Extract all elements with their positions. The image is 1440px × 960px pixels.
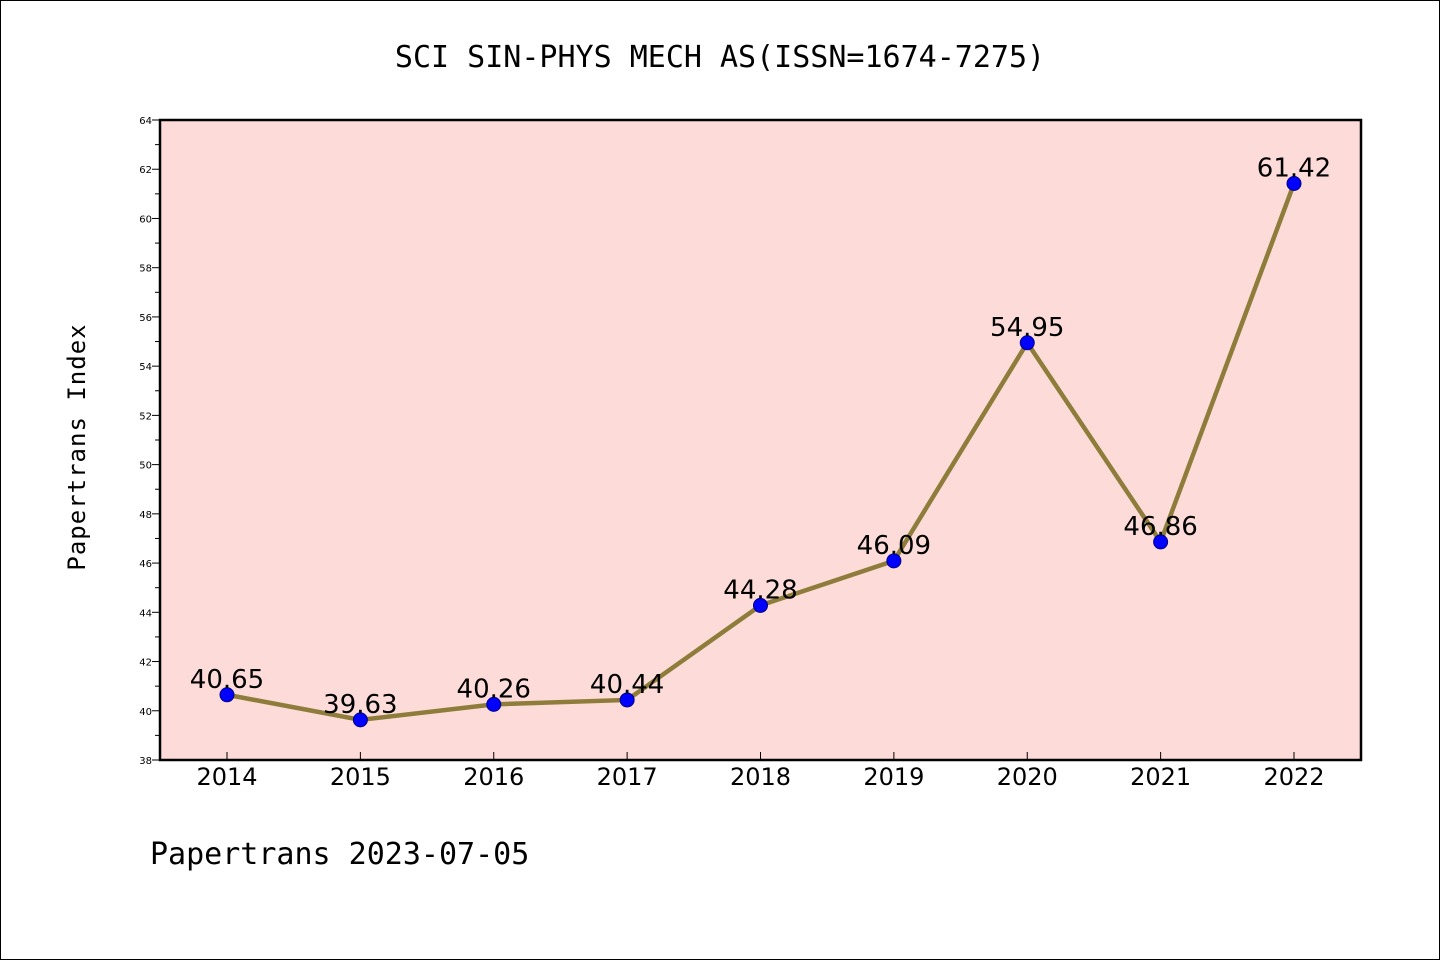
data-point — [619, 692, 635, 708]
y-tick-label: 42 — [139, 658, 152, 669]
data-label: 44.28 — [723, 575, 797, 605]
y-tick-label: 40 — [139, 707, 152, 718]
data-point — [1286, 176, 1302, 192]
x-tick-label: 2017 — [597, 763, 658, 791]
data-label: 46.86 — [1123, 512, 1197, 542]
y-tick-label: 50 — [139, 461, 152, 472]
x-tick-label: 2014 — [196, 763, 257, 791]
data-point — [753, 597, 768, 613]
data-label: 46.09 — [857, 531, 931, 561]
y-tick-label: 48 — [139, 510, 152, 521]
y-tick-label: 52 — [139, 411, 152, 422]
data-point — [1153, 534, 1169, 550]
x-tick-label: 2022 — [1263, 763, 1324, 791]
x-tick-label: 2020 — [997, 763, 1058, 791]
x-tick-label: 2015 — [330, 763, 391, 791]
x-tick-label: 2019 — [863, 763, 924, 791]
chart-title: SCI SIN-PHYS MECH AS(ISSN=1674-7275) — [395, 40, 1045, 75]
footer-text: Papertrans 2023-07-05 — [150, 837, 529, 872]
y-axis-label: Papertrans Index — [63, 323, 91, 570]
y-tick-label: 60 — [139, 214, 152, 225]
plot-area — [158, 118, 1363, 762]
data-point — [1019, 335, 1035, 351]
data-label: 40.26 — [457, 674, 531, 704]
y-tick-label: 54 — [139, 362, 152, 373]
y-tick-label: 38 — [139, 756, 152, 767]
data-label: 54.95 — [990, 313, 1064, 343]
data-point — [352, 712, 368, 728]
y-tick-label: 56 — [139, 313, 152, 324]
y-tick-label: 64 — [139, 116, 152, 127]
x-tick-label: 2016 — [463, 763, 524, 791]
data-point — [219, 687, 235, 703]
y-tick-label: 58 — [139, 264, 152, 275]
y-tick-label: 46 — [139, 559, 152, 570]
data-label: 40.44 — [590, 670, 664, 700]
y-tick-label: 62 — [139, 165, 152, 176]
data-label: 61.42 — [1257, 154, 1331, 184]
y-tick-label: 44 — [139, 608, 152, 619]
data-label: 39.63 — [323, 690, 397, 720]
x-tick-label: 2021 — [1130, 763, 1191, 791]
data-point — [886, 553, 902, 569]
x-axis: 2014 2015 2016 2017 2018 2019 2020 2021 2022 — [196, 752, 1325, 791]
series-group — [219, 176, 1302, 728]
x-tick-label: 2018 — [730, 763, 791, 791]
y-axis: 38 40 42 44 46 48 50 52 54 56 58 60 62 64 — [139, 116, 160, 767]
data-label-group: 40.65 39.63 40.26 40.44 44.28 46.09 54.95 46.86… — [190, 154, 1331, 720]
data-label: 40.65 — [190, 665, 264, 695]
data-point — [486, 696, 502, 712]
